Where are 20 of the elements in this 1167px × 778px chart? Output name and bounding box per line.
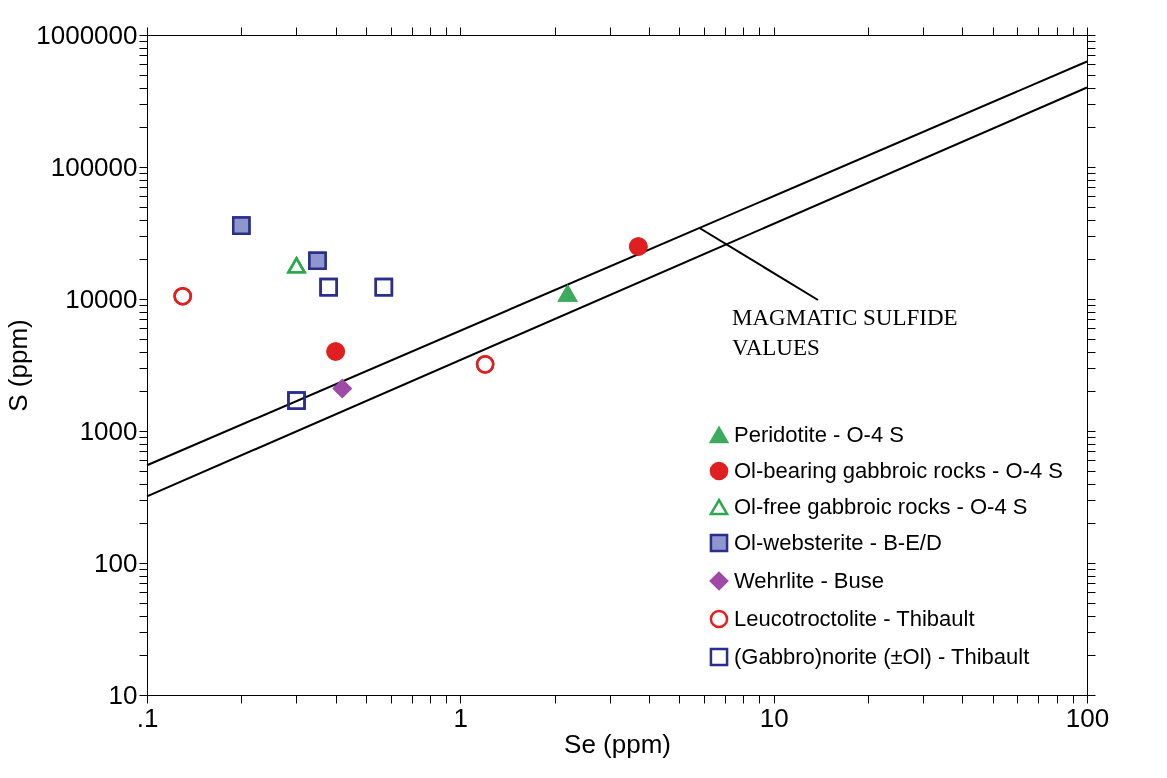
- y-tick-label: 10: [108, 679, 138, 710]
- legend-label: Wehrlite - Buse: [734, 568, 884, 593]
- y-axis-title: S (ppm): [3, 319, 34, 412]
- y-tick-label: 1000000: [36, 19, 138, 50]
- x-tick-label: 10: [759, 702, 789, 733]
- legend-label: Ol-websterite - B-E/D: [734, 530, 942, 555]
- legend-label: (Gabbro)norite (±Ol) - Thibault: [734, 644, 1030, 669]
- legend-label: Peridotite - O-4 S: [734, 422, 904, 447]
- y-tick-label: 100: [94, 547, 138, 578]
- y-tick-label: 10000: [65, 283, 138, 314]
- y-tick-label: 100000: [50, 151, 138, 182]
- x-tick-label: 100: [1065, 702, 1110, 733]
- annotation: MAGMATIC SULFIDE VALUES: [732, 305, 958, 360]
- legend-label: Ol-free gabbroic rocks - O-4 S: [734, 494, 1028, 519]
- x-tick-label: .1: [136, 702, 159, 733]
- y-tick-label: 1000: [79, 415, 138, 446]
- x-axis-title: Se (ppm): [564, 728, 671, 759]
- legend-label: Leucotroctolite - Thibault: [734, 606, 975, 631]
- legend-label: Ol-bearing gabbroic rocks - O-4 S: [734, 458, 1063, 483]
- x-tick-label: 1: [453, 702, 469, 733]
